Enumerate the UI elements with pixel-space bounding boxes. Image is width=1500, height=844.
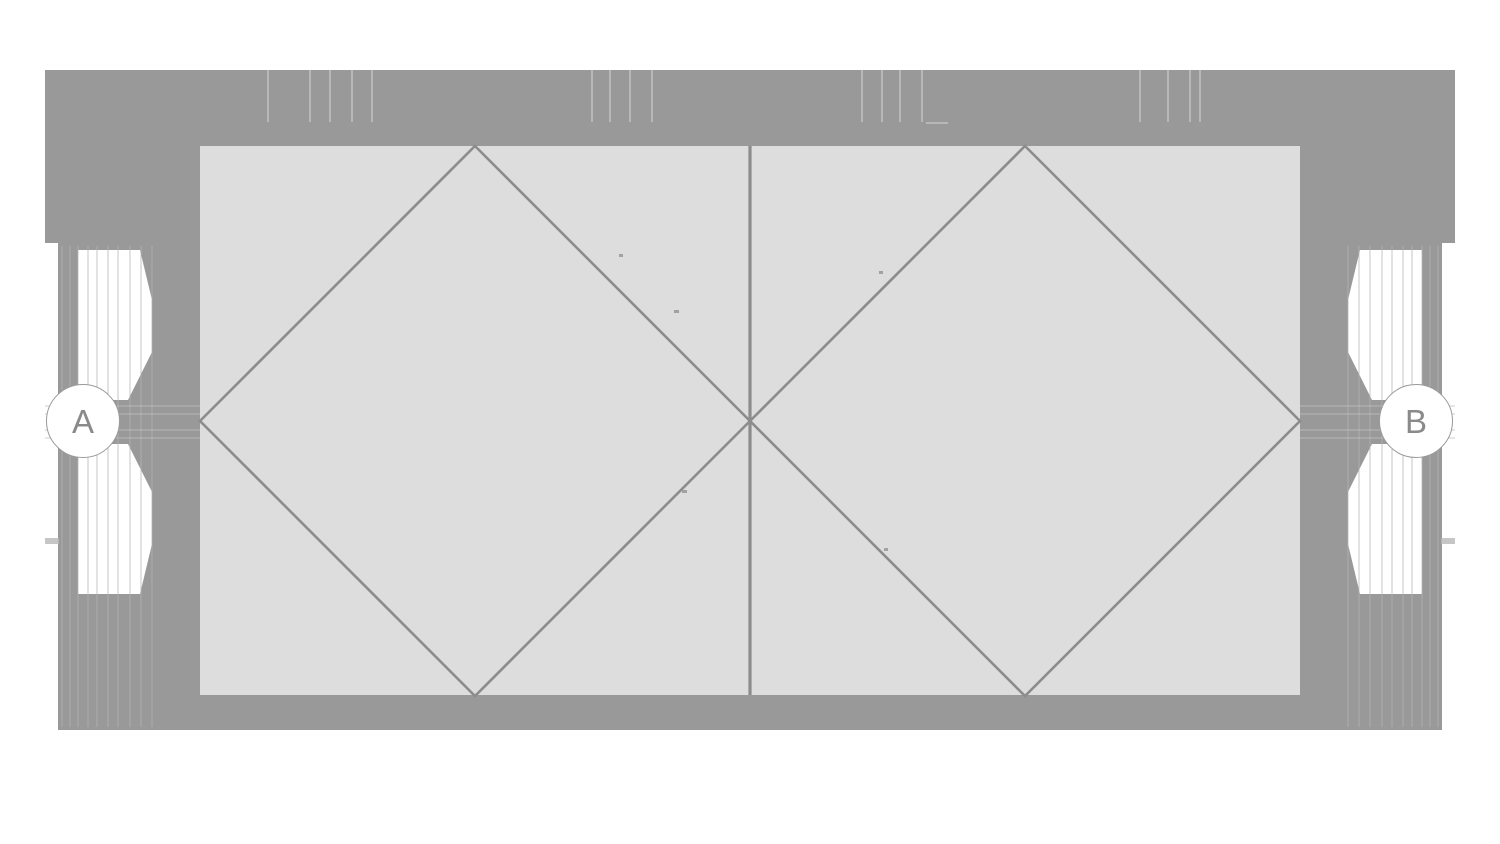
section-marker-a[interactable]: A bbox=[46, 384, 120, 458]
frame-edge-ticks bbox=[45, 538, 1455, 544]
frame-left-step bbox=[45, 243, 58, 730]
panel-tick-marks bbox=[619, 254, 888, 551]
dimension-leader-lines bbox=[267, 70, 1201, 122]
section-marker-b[interactable]: B bbox=[1379, 384, 1453, 458]
frame-right-step bbox=[1442, 243, 1455, 730]
right-diamond bbox=[748, 144, 1302, 698]
left-diamond bbox=[198, 144, 752, 698]
left-stile-grain-lines bbox=[61, 246, 153, 727]
right-stile-grain-lines bbox=[1347, 246, 1439, 727]
